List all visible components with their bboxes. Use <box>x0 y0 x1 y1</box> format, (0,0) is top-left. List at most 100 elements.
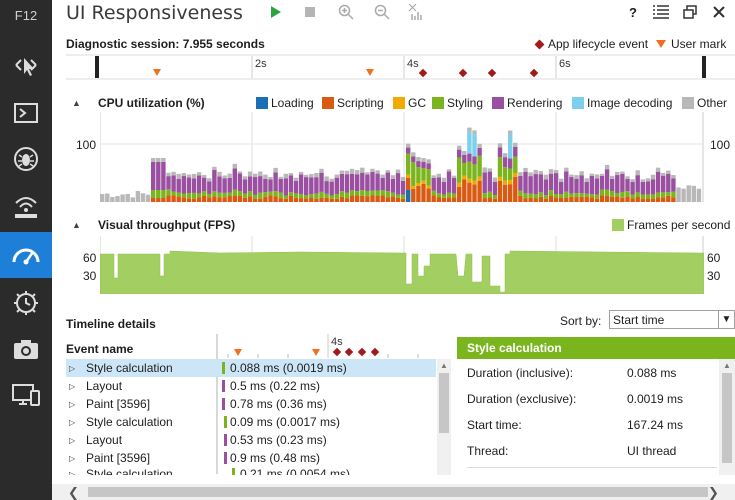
event-row[interactable]: ▷ Paint [3596] 0.78 ms (0.36 ms) <box>69 397 327 411</box>
scroll-thumb[interactable] <box>722 373 732 463</box>
details-vertical-scrollbar[interactable]: ▲ <box>719 359 735 475</box>
console-tool[interactable] <box>0 90 52 136</box>
user-mark-marker[interactable] <box>366 69 374 76</box>
lifecycle-marker[interactable] <box>418 68 428 78</box>
sort-by-select[interactable]: Start time ▼ <box>609 310 735 329</box>
network-tool[interactable] <box>0 184 52 230</box>
scroll-right-icon[interactable]: ❯ <box>708 485 719 500</box>
expand-arrow-icon[interactable]: ▷ <box>69 363 76 373</box>
memory-tool[interactable] <box>0 326 52 372</box>
cpu-bar-segment <box>574 193 579 198</box>
cpu-bar-segment <box>436 173 441 178</box>
expand-arrow-icon[interactable]: ▷ <box>69 453 76 463</box>
cpu-bar-segment <box>472 130 477 135</box>
lifecycle-marker[interactable] <box>458 68 468 78</box>
cpu-bar-segment <box>640 194 645 199</box>
event-row[interactable]: ▷ Layout 0.53 ms (0.23 ms) <box>69 433 327 447</box>
cpu-bar-segment <box>650 194 656 199</box>
cpu-bar-segment <box>548 190 554 196</box>
diagnostic-ruler[interactable]: 2s 4s 6s <box>52 52 735 82</box>
cpu-bar-segment <box>217 176 222 193</box>
cpu-utilization-chart[interactable] <box>100 112 704 202</box>
cpu-bar-segment <box>140 193 146 202</box>
ruler-end-handle[interactable] <box>702 56 706 78</box>
detail-value: 0.088 ms <box>627 366 677 380</box>
cpu-bar-segment <box>467 182 472 202</box>
cpu-bar-segment <box>513 142 518 147</box>
ruler-start-handle[interactable] <box>95 56 99 78</box>
dock-button[interactable] <box>651 3 671 21</box>
cpu-bar-segment <box>375 170 380 174</box>
cpu-bar-segment <box>477 143 482 148</box>
profiler-icon <box>14 291 38 315</box>
event-row[interactable]: ▷ Layout 0.5 ms (0.22 ms) <box>69 379 321 393</box>
cpu-bar-segment <box>655 197 661 202</box>
cpu-bar-segment <box>518 175 523 191</box>
scroll-thumb[interactable] <box>439 373 449 433</box>
fps-section-title: Visual throughput (FPS) <box>98 218 236 232</box>
cpu-bar-segment <box>263 196 268 202</box>
dom-explorer-tool[interactable] <box>0 42 52 88</box>
cpu-bar-segment <box>676 187 681 202</box>
cpu-bar-segment <box>186 193 192 199</box>
cpu-bar-segment <box>232 163 237 169</box>
lifecycle-marker[interactable] <box>487 68 497 78</box>
cpu-bar-segment <box>202 195 207 202</box>
cpu-bar-segment <box>329 178 334 182</box>
emulation-tool[interactable] <box>0 372 52 418</box>
scroll-thumb[interactable] <box>88 487 708 497</box>
event-name-column-header[interactable]: Event name <box>66 342 134 356</box>
events-vertical-scrollbar[interactable]: ▲ <box>437 359 451 475</box>
scroll-up-icon[interactable]: ▲ <box>723 361 731 370</box>
horizontal-scrollbar[interactable]: ❮ ❯ <box>52 484 735 500</box>
cpu-bar-segment <box>161 158 166 162</box>
cpu-bar-segment <box>497 180 503 202</box>
cpu-bar-segment <box>400 194 406 199</box>
profiler-tool[interactable] <box>0 280 52 326</box>
lifecycle-marker[interactable] <box>529 68 539 78</box>
column-splitter[interactable] <box>216 334 218 474</box>
expand-arrow-icon[interactable]: ▷ <box>69 435 76 445</box>
user-mark-marker[interactable] <box>153 69 161 76</box>
cpu-legend-other: Other <box>682 96 727 110</box>
cpu-bar-segment <box>232 168 237 190</box>
cpu-bar-segment <box>610 178 615 191</box>
fps-chart[interactable] <box>100 236 704 294</box>
cpu-bar-segment <box>406 174 411 178</box>
debugger-tool[interactable] <box>0 136 52 182</box>
cpu-bar-segment <box>222 178 227 193</box>
event-row[interactable]: ▷ Style calculation 0.09 ms (0.0017 ms) <box>69 415 341 429</box>
expand-arrow-icon[interactable]: ▷ <box>69 399 76 409</box>
event-row[interactable]: ▷ Style calculation 0.088 ms (0.0019 ms) <box>66 359 436 377</box>
cpu-bar-segment <box>508 168 513 181</box>
cpu-bar-segment <box>288 175 294 193</box>
cpu-bar-segment <box>579 171 584 176</box>
event-row[interactable]: ▷ Style calculation 0.21 ms (0.0054 ms) <box>66 467 436 475</box>
ui-responsiveness-tool[interactable] <box>0 232 52 278</box>
clear-selection-button[interactable] <box>406 3 426 21</box>
expand-arrow-icon[interactable]: ▷ <box>69 417 76 427</box>
cpu-bar-segment <box>319 172 324 192</box>
cpu-bar-segment <box>543 174 549 180</box>
stop-profiling-button[interactable] <box>300 3 320 21</box>
scroll-left-icon[interactable]: ❮ <box>68 485 79 500</box>
cpu-bar-segment <box>186 177 192 194</box>
zoom-out-button[interactable] <box>372 3 392 21</box>
cpu-bar-segment <box>625 196 630 202</box>
close-button[interactable] <box>709 3 729 21</box>
undock-button[interactable] <box>680 3 700 21</box>
cpu-bar-segment <box>171 175 176 192</box>
expand-arrow-icon[interactable]: ▷ <box>69 381 76 391</box>
help-button[interactable]: ? <box>629 4 637 20</box>
cpu-bar-segment <box>620 174 625 192</box>
cpu-collapse-caret[interactable]: ▲ <box>72 98 81 108</box>
cpu-bar-segment <box>528 193 533 198</box>
start-profiling-button[interactable] <box>265 3 285 21</box>
fps-collapse-caret[interactable]: ▲ <box>72 220 81 230</box>
cpu-bar-segment <box>227 192 232 197</box>
event-row[interactable]: ▷ Paint [3596] 0.9 ms (0.48 ms) <box>69 451 321 465</box>
scroll-up-icon[interactable]: ▲ <box>440 361 448 370</box>
cpu-bar-segment <box>375 173 380 191</box>
cpu-bar-segment <box>421 162 426 169</box>
zoom-in-button[interactable] <box>336 3 356 21</box>
